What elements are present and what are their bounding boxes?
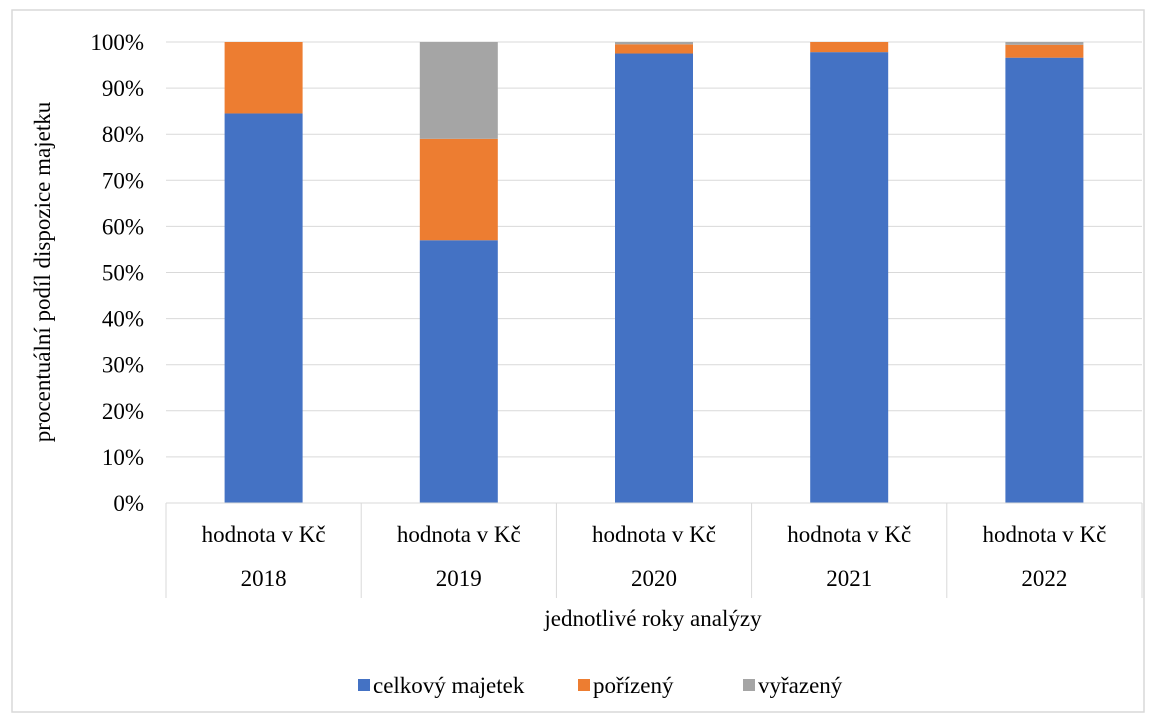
chart-frame bbox=[11, 9, 1145, 713]
bar-segment bbox=[419, 240, 498, 504]
x-category-label: hodnota v Kč bbox=[397, 522, 521, 547]
bar-segment bbox=[1005, 42, 1084, 45]
legend-label: celkový majetek bbox=[373, 673, 525, 698]
x-group-label: 2018 bbox=[241, 566, 287, 591]
y-tick-label: 50% bbox=[102, 261, 144, 286]
bar-segment bbox=[615, 42, 693, 45]
x-category-label: hodnota v Kč bbox=[592, 522, 716, 547]
legend-swatch bbox=[358, 679, 370, 691]
legend-label: vyřazený bbox=[758, 673, 843, 698]
x-group-label: 2021 bbox=[826, 566, 872, 591]
bar-segment bbox=[810, 42, 889, 53]
bar-segment bbox=[1005, 44, 1084, 58]
y-tick-label: 70% bbox=[102, 168, 144, 193]
legend-label: pořízený bbox=[593, 673, 674, 698]
bar-segment bbox=[1005, 57, 1084, 503]
y-tick-label: 30% bbox=[102, 353, 144, 378]
y-tick-label: 20% bbox=[102, 399, 144, 424]
bar-segment bbox=[615, 53, 693, 504]
y-axis-ticks: 0% 10% 20% 30% 40% 50% 60% 70% 80% 90% 100% bbox=[90, 30, 144, 516]
legend-swatch bbox=[743, 679, 755, 691]
bar-segment bbox=[615, 44, 693, 54]
y-tick-label: 100% bbox=[90, 30, 144, 55]
x-group-label: 2020 bbox=[631, 566, 677, 591]
legend: celkový majetek pořízený vyřazený bbox=[358, 673, 843, 698]
bar-segment bbox=[224, 113, 303, 503]
x-group-label: 2019 bbox=[436, 566, 482, 591]
bar-segment bbox=[810, 52, 889, 503]
y-tick-label: 40% bbox=[102, 307, 144, 332]
y-tick-label: 0% bbox=[113, 491, 144, 516]
x-category-label: hodnota v Kč bbox=[787, 522, 911, 547]
legend-swatch bbox=[578, 679, 590, 691]
y-tick-label: 60% bbox=[102, 214, 144, 239]
x-category-label: hodnota v Kč bbox=[982, 522, 1106, 547]
bar-segment bbox=[419, 42, 498, 139]
y-axis-label: procentuální podíl dispozice majetku bbox=[30, 101, 55, 442]
x-axis-label: jednotlivé roky analýzy bbox=[543, 606, 762, 631]
bar-segment bbox=[224, 42, 303, 114]
bars bbox=[224, 42, 1084, 504]
y-tick-label: 10% bbox=[102, 445, 144, 470]
x-axis-categories: hodnota v Kč 2018 hodnota v Kč 2019 hodnota … bbox=[165, 502, 1143, 598]
y-tick-label: 80% bbox=[102, 122, 144, 147]
bar-segment bbox=[419, 138, 498, 241]
y-tick-label: 90% bbox=[102, 76, 144, 101]
x-category-label: hodnota v Kč bbox=[202, 522, 326, 547]
x-group-label: 2022 bbox=[1021, 566, 1067, 591]
